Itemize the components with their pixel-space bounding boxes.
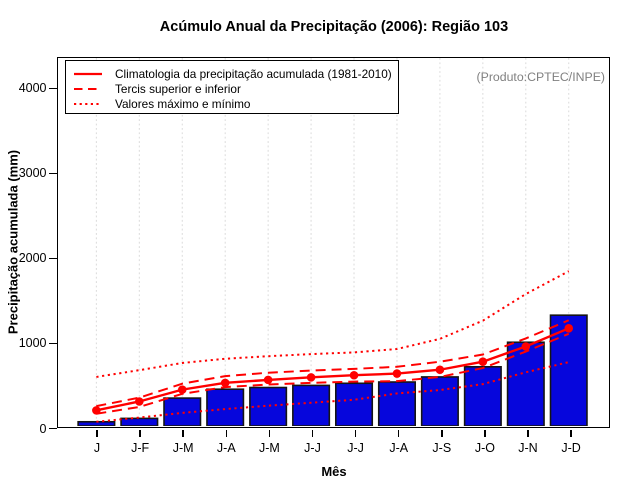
- chart-title: Acúmulo Anual da Precipitação (2006): Re…: [159, 19, 509, 35]
- x-tick-mark: [484, 429, 486, 437]
- y-tick-mark: [49, 342, 57, 345]
- marker-climatologia: [220, 378, 230, 388]
- x-tick-mark: [354, 429, 357, 437]
- legend-box: Climatologia da precipitação acumulada (…: [65, 60, 399, 114]
- y-tick-label: 1000: [18, 336, 47, 351]
- line-tercil-superior: [96, 319, 570, 408]
- x-tick-label: J: [93, 440, 101, 455]
- x-tick-mark: [225, 429, 228, 437]
- marker-climatologia: [564, 324, 574, 333]
- x-tick-label: J-J: [304, 440, 321, 455]
- x-tick-label: J-O: [474, 440, 495, 455]
- plot-svg: [77, 58, 588, 426]
- y-tick-label: 4000: [18, 81, 47, 96]
- marker-climatologia: [263, 375, 273, 385]
- y-tick-label: 2000: [18, 251, 47, 266]
- x-tick-mark: [570, 429, 572, 437]
- x-tick-mark: [397, 429, 400, 437]
- x-tick-label: J-N: [518, 440, 538, 455]
- x-tick-mark: [311, 429, 314, 437]
- bar-J: [77, 420, 116, 426]
- legend-label: Valores máximo e mínimo: [115, 97, 251, 112]
- line-minimo: [96, 361, 569, 423]
- marker-climatologia: [135, 397, 144, 406]
- x-tick-label: J-D: [561, 440, 581, 455]
- legend-item-tercis: Tercis superior e inferior: [73, 81, 398, 96]
- y-tick-label: 0: [39, 421, 47, 436]
- marker-climatologia: [92, 406, 101, 415]
- y-tick-mark: [49, 172, 57, 175]
- x-tick-mark: [527, 429, 529, 437]
- x-tick-label: J-S: [432, 440, 452, 455]
- y-tick-mark: [49, 87, 57, 90]
- bar-J-A: [377, 381, 416, 426]
- y-tick-mark: [49, 427, 57, 430]
- bar-J-A: [206, 388, 245, 426]
- dotted-line-icon: [74, 103, 102, 106]
- x-tick-label: J-A: [389, 440, 409, 455]
- x-tick-mark: [96, 429, 98, 437]
- product-annotation: (Produto:CPTEC/INPE): [476, 70, 605, 84]
- y-tick-label: 3000: [18, 166, 47, 181]
- bar-J-J: [292, 384, 331, 426]
- x-tick-mark: [139, 429, 141, 437]
- y-tick-mark: [49, 257, 57, 260]
- bar-J-N: [506, 341, 545, 426]
- line-tercil-inferior: [96, 332, 570, 415]
- solid-line-icon: [74, 72, 102, 75]
- x-axis-label: Mês: [321, 464, 347, 479]
- legend-item-climatologia: Climatologia da precipitação acumulada (…: [73, 66, 398, 81]
- x-tick-label: J-F: [131, 440, 150, 455]
- legend-label: Climatologia da precipitação acumulada (…: [115, 66, 392, 81]
- marker-climatologia: [177, 385, 187, 394]
- bar-J-O: [463, 365, 502, 426]
- marker-climatologia: [435, 365, 445, 375]
- marker-climatologia: [478, 357, 488, 366]
- x-tick-mark: [441, 429, 443, 437]
- line-climatologia: [96, 327, 570, 412]
- bar-J-J: [334, 382, 374, 426]
- legend-label: Tercis superior e inferior: [115, 81, 241, 96]
- dashed-line-icon: [74, 87, 102, 90]
- marker-climatologia: [306, 373, 316, 382]
- x-tick-label: J-J: [347, 440, 364, 455]
- line-maximo: [96, 270, 570, 378]
- x-tick-mark: [268, 429, 271, 437]
- bar-J-M: [249, 386, 288, 426]
- marker-climatologia: [392, 369, 402, 378]
- marker-climatologia: [521, 342, 531, 351]
- x-tick-label: J-M: [258, 440, 280, 455]
- bar-J-S: [420, 376, 459, 426]
- plot-area: [57, 57, 610, 428]
- x-tick-label: J-A: [216, 440, 236, 455]
- marker-climatologia: [349, 370, 359, 380]
- x-tick-mark: [182, 429, 184, 437]
- x-tick-label: J-M: [172, 440, 194, 455]
- legend-item-max-min: Valores máximo e mínimo: [73, 97, 398, 112]
